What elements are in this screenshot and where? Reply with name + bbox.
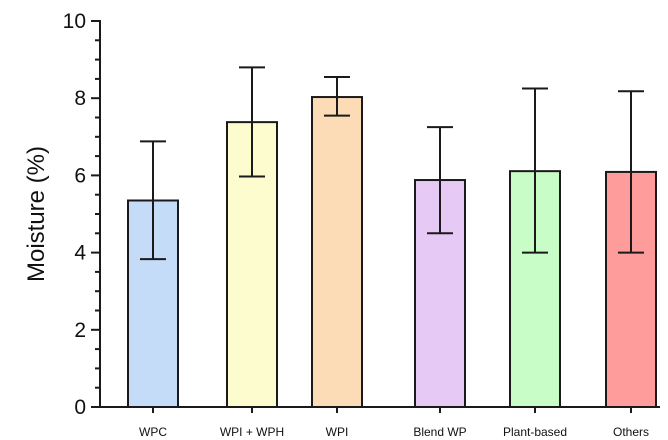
x-tick-label-0: WPC: [139, 425, 167, 439]
bar-4: [509, 170, 561, 408]
error-bars-layer: [140, 66, 644, 261]
y-axis-title: Moisture (%): [23, 146, 50, 282]
bars-layer: [127, 96, 657, 409]
labels-layer: WPC WPI + WPH WPI Blend WP Plant-based Others…: [63, 10, 649, 439]
y-tick-label-4: 4: [74, 242, 86, 265]
x-tick-label-4: Plant-based: [503, 425, 567, 439]
x-tick-label-2: WPI: [326, 425, 349, 439]
y-tick-label-6: 6: [74, 164, 86, 187]
y-tick-label-10: 10: [63, 10, 86, 33]
bar-2: [311, 96, 363, 409]
x-tick-label-1: WPI + WPH: [220, 425, 284, 439]
y-tick-label-0: 0: [74, 396, 86, 419]
y-tick-label-2: 2: [74, 319, 86, 342]
axes-layer: [91, 20, 660, 413]
y-tick-label-8: 8: [74, 87, 86, 110]
x-tick-label-3: Blend WP: [413, 425, 466, 439]
x-tick-label-5: Others: [613, 425, 649, 439]
